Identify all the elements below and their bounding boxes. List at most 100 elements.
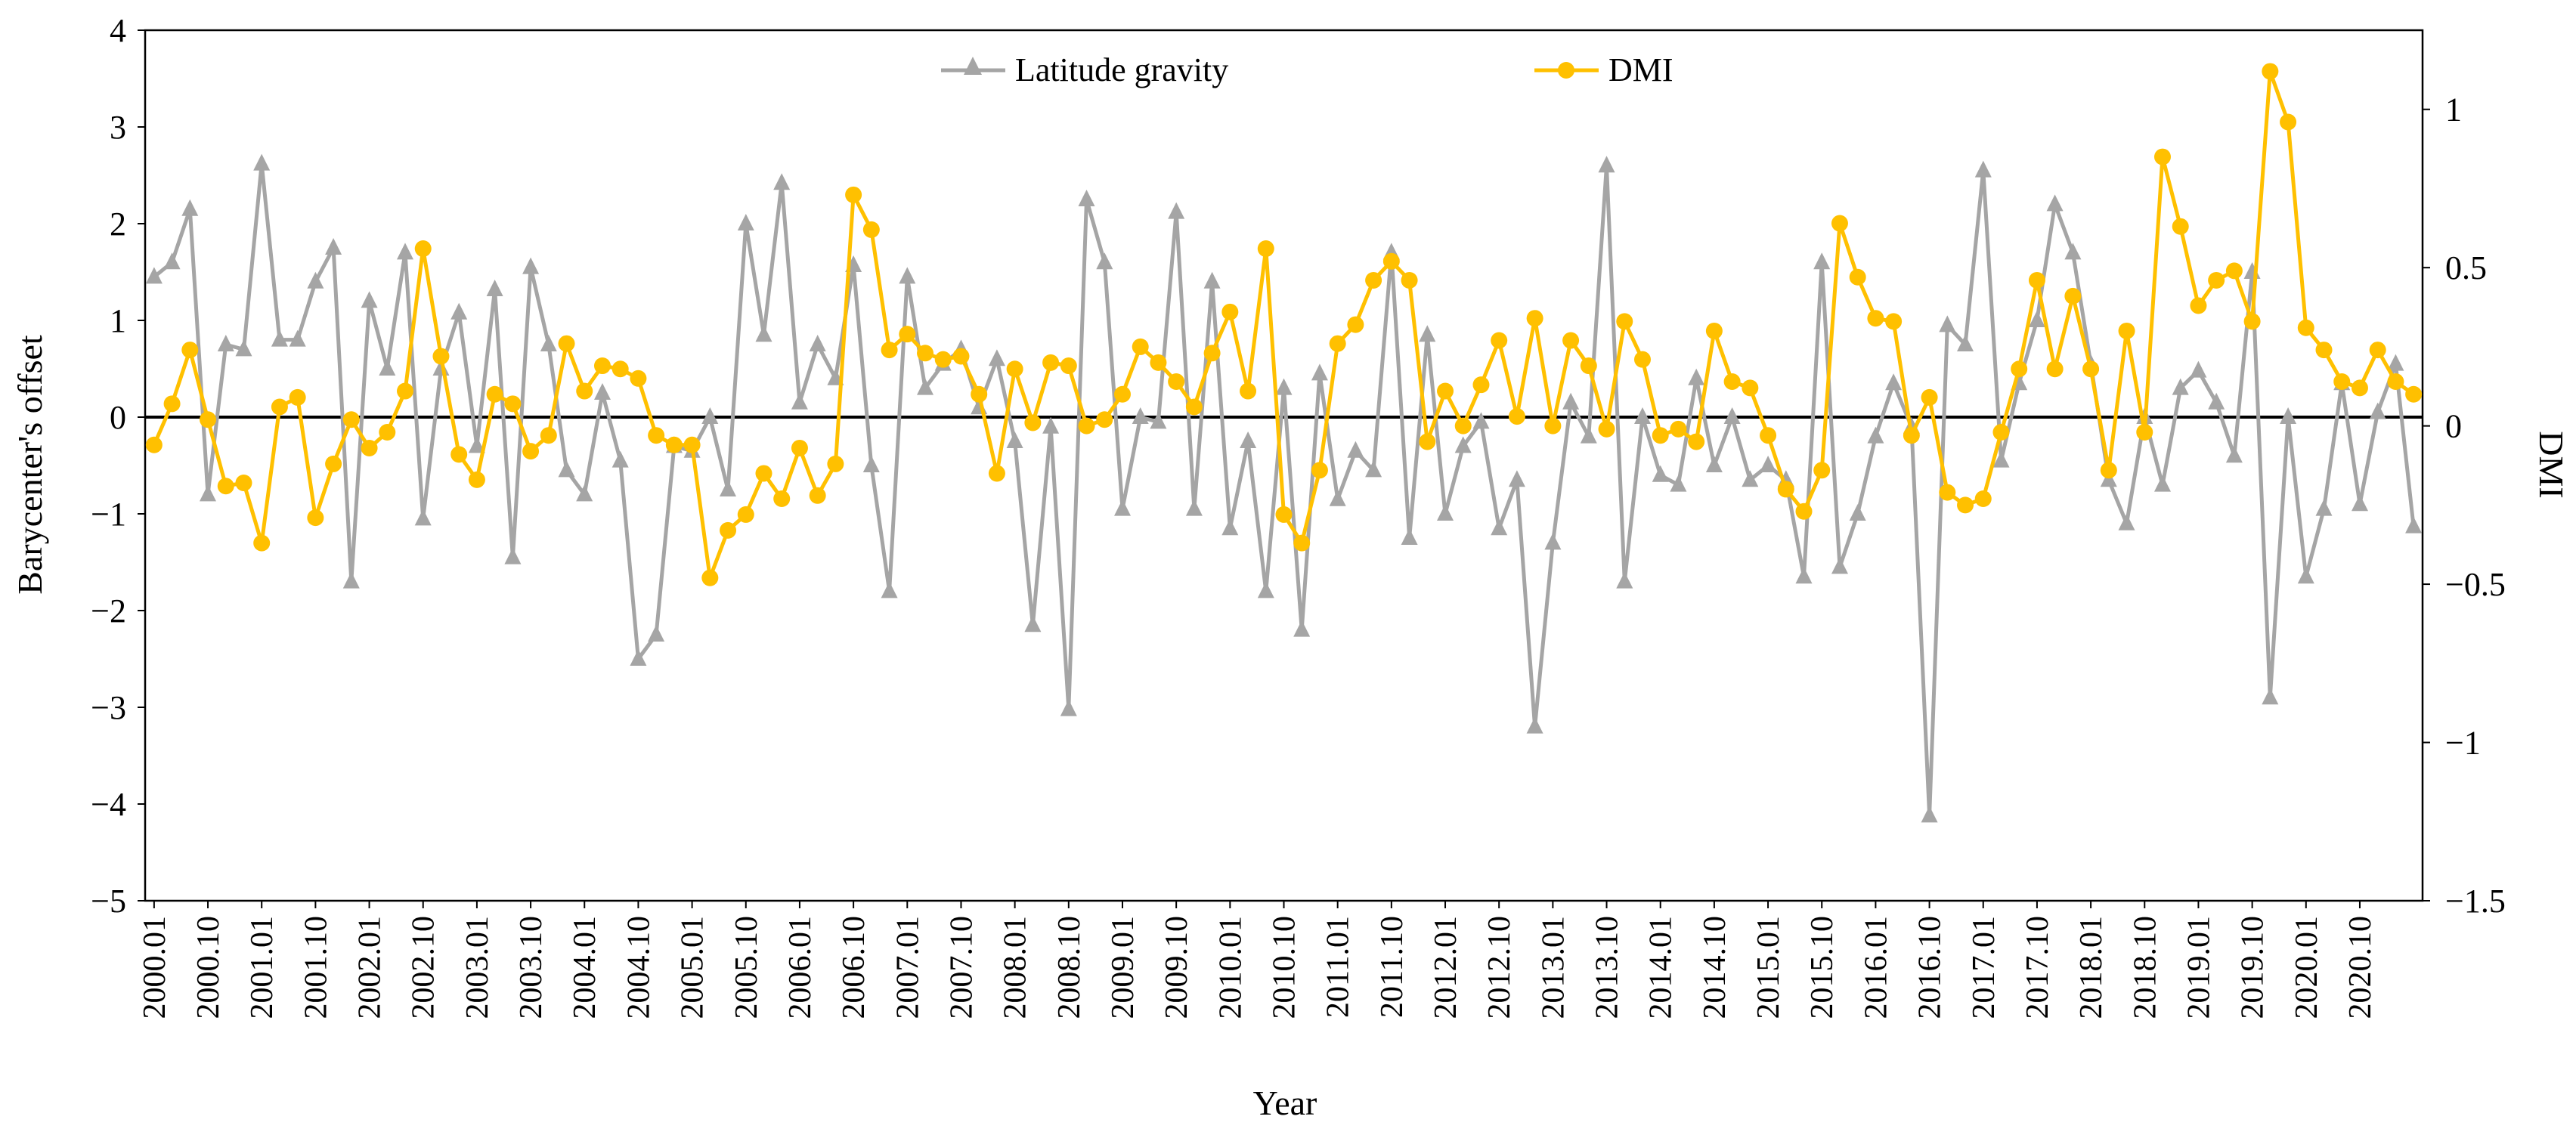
latitude-point bbox=[1096, 252, 1113, 270]
latitude-point bbox=[1221, 518, 1239, 536]
dmi-point bbox=[862, 221, 880, 238]
latitude-point bbox=[611, 450, 629, 468]
latitude-point bbox=[2046, 194, 2064, 212]
dmi-point bbox=[971, 385, 988, 403]
x-tick-label: 2005.10 bbox=[729, 916, 764, 1019]
latitude-point bbox=[737, 214, 754, 230]
latitude-point bbox=[1760, 456, 1777, 472]
latitude-point bbox=[1150, 412, 1167, 429]
dmi-point bbox=[1365, 271, 1382, 289]
x-tick-label: 2009.10 bbox=[1160, 916, 1194, 1019]
dmi-point bbox=[163, 395, 181, 413]
latitude-point bbox=[1132, 407, 1149, 424]
dmi-point bbox=[1185, 398, 1203, 416]
latitude-point bbox=[1401, 528, 1418, 545]
x-tick-label: 2005.01 bbox=[676, 916, 711, 1019]
dmi-point bbox=[1419, 433, 1436, 450]
dmi-point bbox=[1096, 411, 1113, 428]
latitude-point bbox=[1078, 190, 1095, 206]
dmi-point bbox=[1221, 303, 1239, 320]
dmi-point bbox=[1132, 338, 1149, 355]
dmi-point bbox=[1006, 360, 1023, 378]
y-tick-label: −2 bbox=[91, 592, 126, 629]
latitude-point bbox=[1867, 426, 1884, 444]
dmi-point bbox=[200, 411, 217, 428]
x-tick-label: 2002.01 bbox=[353, 916, 388, 1019]
dmi-point bbox=[2333, 373, 2351, 390]
latitude-point bbox=[594, 383, 611, 400]
dmi-point bbox=[1867, 310, 1884, 327]
latitude-point bbox=[917, 378, 933, 395]
dmi-point bbox=[827, 455, 844, 472]
latitude-point bbox=[1293, 620, 1311, 637]
plot-frame bbox=[144, 29, 2424, 902]
latitude-point bbox=[1454, 436, 1472, 453]
y-tick-label: 4 bbox=[110, 12, 126, 49]
latitude-point bbox=[2118, 513, 2135, 530]
dmi-point bbox=[2225, 262, 2243, 280]
dmi-point bbox=[1472, 376, 1490, 394]
latitude-point bbox=[450, 302, 468, 320]
latitude-point bbox=[468, 436, 485, 453]
x-tick-label: 2015.01 bbox=[1751, 916, 1786, 1019]
x-tick-label: 2003.01 bbox=[460, 916, 495, 1019]
dmi-point bbox=[1329, 335, 1346, 352]
latitude-point bbox=[862, 456, 880, 472]
dmi-point bbox=[1078, 417, 1095, 435]
dmi-point bbox=[2315, 342, 2333, 359]
latitude-point bbox=[307, 271, 324, 289]
dmi-point bbox=[1903, 427, 1920, 444]
latitude-point bbox=[1042, 416, 1060, 434]
series-line-dmi bbox=[152, 70, 2415, 580]
dmi-point bbox=[1939, 484, 1956, 501]
x-tick-label: 2016.10 bbox=[1913, 916, 1948, 1019]
dmi-point bbox=[2280, 113, 2297, 131]
latitude-point bbox=[1992, 450, 2010, 468]
dmi-point bbox=[791, 439, 808, 456]
dmi-point bbox=[468, 471, 485, 488]
dmi-point bbox=[2100, 462, 2117, 479]
dmi-point bbox=[934, 351, 952, 368]
dmi-point bbox=[2136, 424, 2153, 441]
latitude-point bbox=[1240, 431, 1257, 448]
dmi-point bbox=[1042, 354, 1060, 371]
latitude-point bbox=[755, 325, 772, 342]
latitude-point bbox=[648, 625, 665, 642]
latitude-point bbox=[809, 335, 826, 351]
latitude-point bbox=[379, 359, 396, 376]
dmi-point bbox=[1544, 417, 1562, 435]
x-tick-label: 2019.10 bbox=[2236, 916, 2271, 1019]
dmi-point bbox=[235, 475, 252, 492]
latitude-point bbox=[1831, 557, 1848, 574]
x-tick-label: 2017.01 bbox=[1967, 916, 2002, 1019]
latitude-point bbox=[1957, 335, 1974, 351]
dmi-point bbox=[414, 240, 432, 258]
latitude-point bbox=[1203, 271, 1221, 289]
latitude-point bbox=[2280, 407, 2297, 424]
latitude-point bbox=[1257, 581, 1274, 598]
dmi-point bbox=[2028, 271, 2045, 289]
dmi-point bbox=[899, 326, 916, 343]
x-tick-label: 2001.10 bbox=[299, 916, 333, 1019]
dmi-point bbox=[737, 506, 754, 523]
dmi-point bbox=[325, 455, 342, 472]
latitude-point bbox=[2208, 392, 2225, 410]
dmi-point bbox=[1885, 313, 1903, 330]
latitude-point bbox=[2352, 494, 2368, 512]
dmi-point bbox=[1992, 424, 2010, 441]
latitude-point bbox=[2315, 499, 2333, 516]
dmi-point bbox=[1257, 240, 1274, 258]
latitude-point bbox=[1311, 363, 1328, 381]
dmi-point bbox=[1723, 373, 1741, 390]
latitude-point bbox=[1616, 571, 1633, 589]
latitude-point bbox=[1974, 160, 1992, 178]
x-tick-label: 2015.10 bbox=[1805, 916, 1840, 1019]
dmi-point bbox=[522, 443, 540, 460]
latitude-point bbox=[2154, 475, 2171, 492]
x-tick-label: 2011.10 bbox=[1375, 916, 1410, 1018]
dmi-point bbox=[1454, 417, 1472, 435]
dmi-point bbox=[450, 446, 468, 463]
y-tick-label: 3 bbox=[110, 109, 126, 146]
dmi-point bbox=[1831, 215, 1848, 232]
dmi-point bbox=[181, 342, 199, 359]
